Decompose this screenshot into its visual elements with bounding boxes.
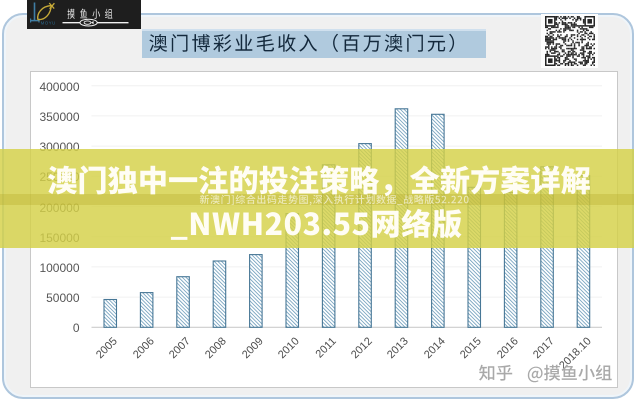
svg-text:MOYU: MOYU xyxy=(41,20,56,25)
